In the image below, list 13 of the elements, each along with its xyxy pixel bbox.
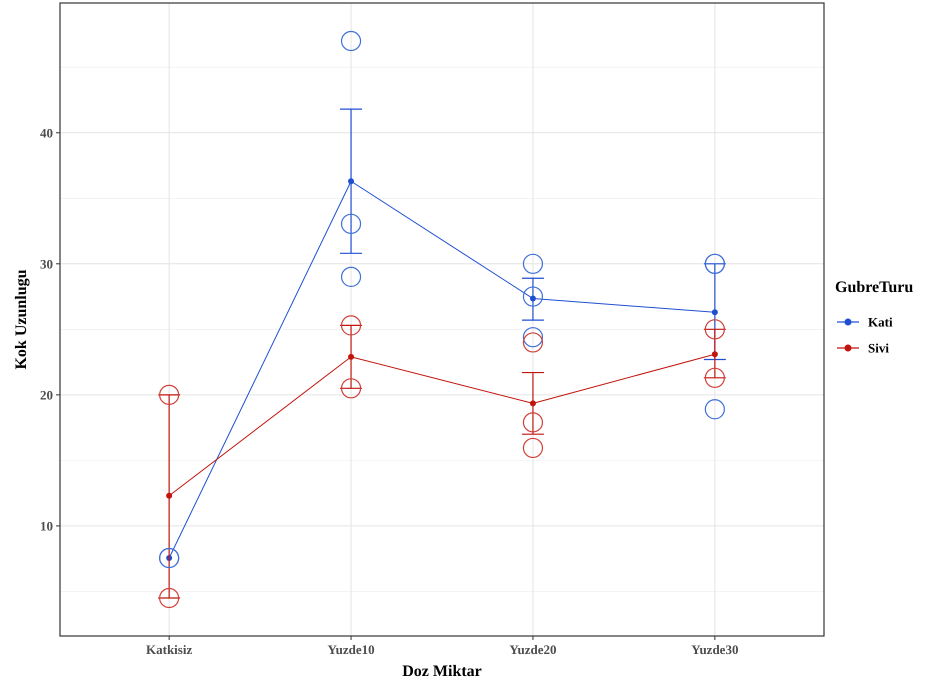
legend-title: GubreTuru <box>835 279 914 296</box>
y-tick-label: 40 <box>40 125 53 140</box>
x-tick-label: Katkisiz <box>146 642 192 657</box>
y-tick-label: 30 <box>40 256 53 272</box>
y-tick-label: 10 <box>40 518 53 534</box>
x-tick-label: Yuzde10 <box>327 642 375 657</box>
x-tick-label: Yuzde30 <box>691 642 738 657</box>
x-axis-title: Doz Miktar <box>402 663 482 680</box>
legend-label: Sivi <box>868 340 890 356</box>
x-tick-label: Yuzde20 <box>509 642 557 657</box>
y-axis-title: Kok Uzunlugu <box>13 269 30 370</box>
legend-label: Kati <box>868 314 893 330</box>
y-tick-label: 20 <box>40 387 53 402</box>
